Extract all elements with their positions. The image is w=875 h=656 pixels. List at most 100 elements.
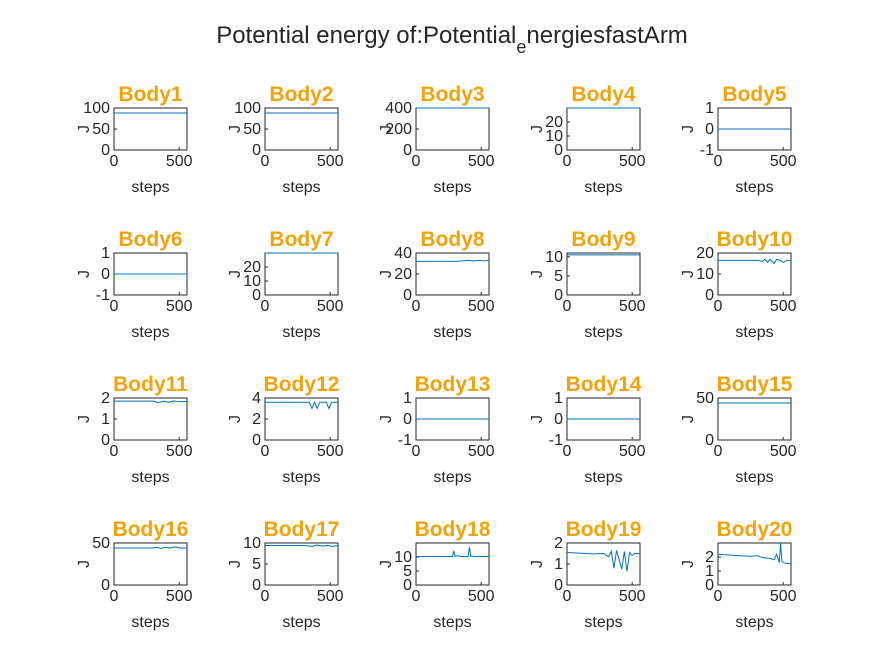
y-tick-label: 40	[394, 245, 412, 262]
x-tick-label: 500	[166, 588, 193, 605]
axes-box	[264, 252, 339, 296]
y-axis-label: J	[529, 270, 546, 278]
x-tick-label: 500	[770, 443, 797, 460]
y-axis-label: J	[76, 270, 93, 278]
y-tick-label: 400	[385, 100, 412, 117]
y-axis-label: J	[529, 415, 546, 423]
x-tick-label: 500	[317, 153, 344, 170]
x-tick-label: 500	[166, 153, 193, 170]
y-tick-label: 10	[243, 535, 261, 552]
x-tick-label: 0	[563, 298, 572, 315]
y-tick-label: 20	[394, 266, 412, 283]
subplot-title: Body14	[566, 373, 642, 396]
y-tick-label: 1	[101, 245, 110, 262]
axes-box	[415, 542, 490, 586]
y-axis-label: J	[680, 560, 697, 568]
y-axis-label: J	[227, 560, 244, 568]
x-tick-label: 500	[317, 298, 344, 315]
subplot-title: Body17	[264, 518, 340, 541]
y-tick-label: 1	[554, 390, 563, 407]
subplot-title: Body6	[118, 228, 182, 251]
subplot-title: Body20	[717, 518, 793, 541]
axes-box	[717, 397, 792, 441]
y-tick-label: 50	[243, 121, 261, 138]
x-tick-label: 0	[261, 443, 270, 460]
figure-title: Potential energy of:Potentialenergiesfas…	[216, 22, 688, 57]
y-tick-label: 20	[545, 114, 563, 131]
x-axis-label: steps	[735, 324, 773, 341]
x-tick-label: 500	[770, 588, 797, 605]
x-tick-label: 0	[563, 588, 572, 605]
x-tick-label: 0	[110, 298, 119, 315]
y-axis-label: J	[529, 560, 546, 568]
x-axis-label: steps	[282, 614, 320, 631]
axes-box	[264, 397, 339, 441]
y-tick-label: 0	[252, 577, 261, 594]
y-axis-label: J	[680, 270, 697, 278]
series-line	[416, 259, 490, 262]
x-tick-label: 500	[317, 443, 344, 460]
y-tick-label: -1	[96, 287, 110, 304]
y-axis-label: J	[378, 560, 395, 568]
axes-box	[566, 542, 641, 586]
x-axis-label: steps	[584, 179, 622, 196]
x-axis-label: steps	[282, 179, 320, 196]
axes-box	[566, 107, 641, 151]
subplot-title: Body5	[722, 83, 787, 106]
subplot-title: Body12	[264, 373, 340, 396]
y-tick-label: 0	[403, 287, 412, 304]
x-tick-label: 0	[110, 443, 119, 460]
y-tick-label: 0	[554, 142, 563, 159]
x-axis-label: steps	[735, 179, 773, 196]
y-axis-label: J	[680, 125, 697, 133]
x-tick-label: 500	[619, 588, 646, 605]
x-axis-label: steps	[282, 324, 320, 341]
subplot-title: Body18	[415, 518, 491, 541]
y-axis-label: J	[378, 415, 395, 423]
x-axis-label: steps	[282, 469, 320, 486]
subplot-title: Body19	[566, 518, 642, 541]
axes-box	[264, 542, 339, 586]
y-tick-label: 0	[101, 266, 110, 283]
x-tick-label: 0	[261, 588, 270, 605]
y-tick-label: 1	[705, 100, 714, 117]
y-tick-label: 0	[403, 577, 412, 594]
x-tick-label: 500	[166, 443, 193, 460]
axes-box	[415, 252, 490, 296]
x-tick-label: 500	[468, 153, 495, 170]
y-axis-label: J	[680, 415, 697, 423]
y-axis-label: J	[378, 270, 395, 278]
y-tick-label: 0	[705, 121, 714, 138]
x-tick-label: 0	[412, 443, 421, 460]
x-axis-label: steps	[131, 614, 169, 631]
y-tick-label: 50	[92, 121, 110, 138]
y-tick-label: 10	[243, 273, 261, 290]
series-line	[265, 544, 339, 547]
subplot-title: Body13	[415, 373, 491, 396]
y-tick-label: 1	[101, 411, 110, 428]
series-line	[114, 546, 187, 549]
y-axis-label: J	[378, 125, 395, 133]
y-tick-label: 100	[234, 100, 261, 117]
y-tick-label: 0	[403, 142, 412, 159]
axes-box	[264, 107, 339, 151]
y-tick-label: 0	[554, 411, 563, 428]
y-tick-label: 10	[545, 128, 563, 145]
subplot-title: Body2	[269, 83, 333, 106]
axes-box	[113, 107, 188, 151]
subplot-title: Body4	[571, 83, 636, 106]
y-tick-label: 20	[696, 245, 714, 262]
y-tick-label: 0	[705, 432, 714, 449]
series-line	[416, 547, 489, 558]
y-tick-label: 5	[403, 563, 412, 580]
x-tick-label: 0	[412, 588, 421, 605]
x-tick-label: 0	[110, 588, 119, 605]
y-tick-label: 0	[252, 142, 261, 159]
